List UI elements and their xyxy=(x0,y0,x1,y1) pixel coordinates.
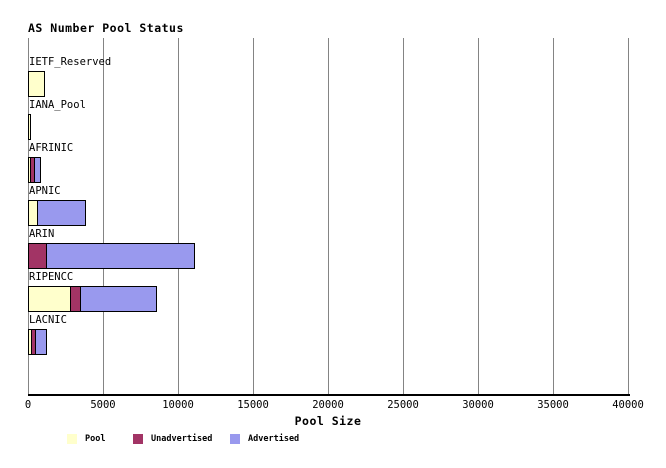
bar-row xyxy=(28,329,47,355)
category-label: RIPENCC xyxy=(29,271,74,283)
category-label: LACNIC xyxy=(29,314,67,326)
gridline xyxy=(553,38,554,395)
x-tick-label: 0 xyxy=(24,399,32,411)
x-tick-label: 20000 xyxy=(312,399,344,411)
category-label: IANA_Pool xyxy=(29,99,86,111)
bar-segment-advertised xyxy=(35,329,47,355)
x-axis-line xyxy=(28,394,630,396)
gridline xyxy=(178,38,179,395)
legend-label: Advertised xyxy=(248,434,300,444)
legend-label: Pool xyxy=(85,434,106,444)
bar-segment-advertised xyxy=(34,157,41,183)
category-label: APNIC xyxy=(29,185,61,197)
category-label: IETF_Reserved xyxy=(29,56,112,68)
gridline xyxy=(478,38,479,395)
bar-row xyxy=(28,71,45,97)
x-tick-label: 25000 xyxy=(387,399,419,411)
x-axis-label: Pool Size xyxy=(294,414,362,428)
legend-label: Unadvertised xyxy=(151,434,213,444)
gridline xyxy=(328,38,329,395)
legend-item: Pool xyxy=(67,434,105,444)
bar-segment-pool xyxy=(28,114,31,140)
x-tick-label: 35000 xyxy=(537,399,569,411)
plot-area xyxy=(28,38,629,395)
legend: Pool Unadvertised Advertised xyxy=(0,434,666,448)
bar-row xyxy=(28,286,157,312)
legend-swatch-unadvertised xyxy=(133,434,143,444)
chart-title: AS Number Pool Status xyxy=(28,21,184,35)
bar-row xyxy=(28,114,31,140)
category-label: AFRINIC xyxy=(29,142,74,154)
bar-segment-unadvertised xyxy=(28,243,47,269)
category-label: ARIN xyxy=(29,228,55,240)
gridline xyxy=(103,38,104,395)
legend-swatch-pool xyxy=(67,434,77,444)
legend-swatch-advertised xyxy=(230,434,240,444)
gridline xyxy=(403,38,404,395)
gridline xyxy=(253,38,254,395)
bar-segment-pool xyxy=(28,71,45,97)
x-tick-label: 5000 xyxy=(90,399,116,411)
x-tick-label: 15000 xyxy=(237,399,269,411)
x-tick-label: 10000 xyxy=(162,399,194,411)
bar-segment-advertised xyxy=(46,243,195,269)
gridline xyxy=(628,38,629,395)
bar-row xyxy=(28,200,86,226)
bar-segment-advertised xyxy=(37,200,86,226)
x-tick-label: 40000 xyxy=(612,399,644,411)
bar-row xyxy=(28,157,41,183)
bar-segment-advertised xyxy=(80,286,157,312)
bar-segment-pool xyxy=(28,286,71,312)
legend-item: Unadvertised xyxy=(133,434,212,444)
bar-row xyxy=(28,243,195,269)
legend-item: Advertised xyxy=(230,434,299,444)
x-tick-label: 30000 xyxy=(462,399,494,411)
